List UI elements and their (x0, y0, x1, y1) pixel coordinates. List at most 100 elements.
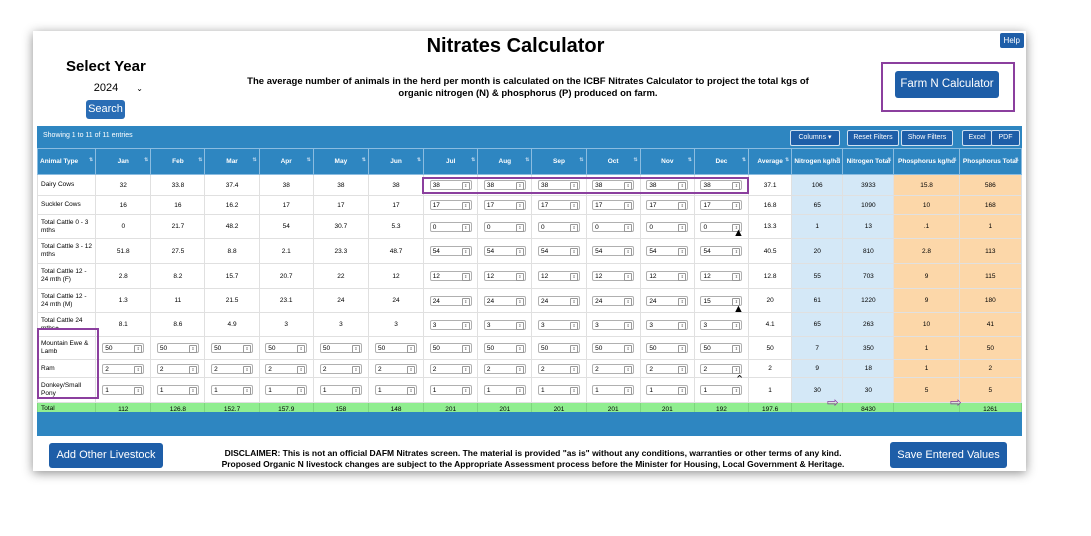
month-input[interactable]: 17 ⇕ (483, 200, 526, 210)
column-header[interactable]: Jun ⇅ (367, 148, 425, 175)
month-input[interactable]: 12 ⇕ (429, 271, 472, 281)
spinner-icon[interactable]: ⇕ (243, 345, 252, 353)
month-input[interactable]: 50 ⇕ (646, 343, 689, 353)
spinner-icon[interactable]: ⇕ (570, 202, 578, 210)
month-input[interactable]: 1 ⇕ (102, 385, 145, 395)
month-input[interactable]: 12 ⇕ (538, 271, 580, 281)
column-header[interactable]: Phosphorus kg/hd ⇅ (893, 148, 960, 175)
spinner-icon[interactable]: ⇕ (624, 321, 633, 330)
month-input[interactable]: 17 ⇕ (700, 200, 743, 210)
month-input[interactable]: 2 ⇕ (483, 363, 526, 374)
month-input[interactable]: 50 ⇕ (102, 343, 145, 353)
spinner-icon[interactable]: ⇕ (678, 248, 687, 256)
spinner-icon[interactable]: ⇕ (461, 182, 470, 190)
spinner-icon[interactable]: ⇕ (297, 365, 306, 374)
spinner-icon[interactable]: ⇕ (732, 297, 741, 306)
spinner-icon[interactable]: ⇕ (407, 365, 416, 374)
spinner-icon[interactable]: ⇕ (678, 345, 687, 353)
excel-button[interactable]: Excel (962, 130, 992, 146)
spinner-icon[interactable]: ⇕ (570, 345, 578, 353)
column-header[interactable]: Dec ⇅ (693, 148, 750, 175)
month-input[interactable]: 50 ⇕ (319, 343, 362, 353)
month-input[interactable]: 1 ⇕ (429, 385, 472, 395)
spinner-icon[interactable]: ⇕ (461, 321, 470, 330)
spinner-icon[interactable]: ⇕ (624, 223, 633, 232)
farm-n-calculator-button[interactable]: Farm N Calculator (895, 71, 999, 98)
month-input[interactable]: 38 ⇕ (592, 180, 635, 190)
spinner-icon[interactable]: ⇕ (624, 248, 633, 256)
spinner-icon[interactable]: ⇕ (515, 297, 524, 306)
month-input[interactable]: 50 ⇕ (375, 343, 418, 353)
spinner-icon[interactable]: ⇕ (461, 387, 470, 395)
spinner-icon[interactable]: ⇕ (732, 248, 741, 256)
month-input[interactable]: 2 ⇕ (211, 363, 254, 374)
spinner-icon[interactable]: ⇕ (134, 387, 143, 395)
help-button[interactable]: Help (999, 33, 1024, 48)
month-input[interactable]: 2 ⇕ (102, 363, 145, 374)
spinner-icon[interactable]: ⇕ (570, 387, 578, 395)
column-header[interactable]: Oct ⇅ (585, 148, 641, 175)
month-input[interactable]: 54 ⇕ (538, 246, 580, 256)
column-header[interactable]: Nitrogen kg/hd ⇅ (791, 148, 844, 175)
month-input[interactable]: 38 ⇕ (646, 180, 689, 190)
spinner-icon[interactable]: ⇕ (678, 297, 687, 306)
month-input[interactable]: 12 ⇕ (592, 271, 635, 281)
spinner-icon[interactable]: ⇕ (188, 387, 197, 395)
spinner-icon[interactable]: ⇕ (570, 273, 578, 281)
spinner-icon[interactable]: ⇕ (678, 273, 687, 281)
spinner-icon[interactable]: ⇕ (351, 365, 360, 374)
spinner-icon[interactable]: ⇕ (407, 387, 416, 395)
spinner-icon[interactable]: ⇕ (624, 182, 633, 190)
spinner-icon[interactable]: ⇕ (678, 387, 687, 395)
month-input[interactable]: 3 ⇕ (646, 319, 689, 330)
column-header[interactable]: Mar ⇅ (204, 148, 260, 175)
month-input[interactable]: 24 ⇕ (592, 295, 635, 306)
spinner-icon[interactable]: ⇕ (134, 345, 143, 353)
month-input[interactable]: 38 ⇕ (429, 180, 472, 190)
spinner-icon[interactable]: ⇕ (732, 345, 741, 353)
column-header[interactable]: Jan ⇅ (95, 148, 152, 175)
spinner-icon[interactable]: ⇕ (461, 273, 470, 281)
spinner-icon[interactable]: ⇕ (624, 202, 633, 210)
pdf-button[interactable]: PDF (991, 130, 1020, 146)
month-input[interactable]: 54 ⇕ (700, 246, 743, 256)
spinner-icon[interactable]: ⇕ (678, 182, 687, 190)
spinner-icon[interactable]: ⇕ (297, 345, 306, 353)
month-input[interactable]: 1 ⇕ (375, 385, 418, 395)
spinner-icon[interactable]: ⇕ (243, 365, 252, 374)
spinner-icon[interactable]: ⇕ (515, 202, 524, 210)
spinner-icon[interactable]: ⇕ (188, 345, 197, 353)
month-input[interactable]: 0 ⇕ (592, 221, 635, 232)
columns-button[interactable]: Columns ▾ (790, 130, 840, 146)
spinner-icon[interactable]: ⇕ (515, 321, 524, 330)
month-input[interactable]: 2 ⇕ (265, 363, 308, 374)
spinner-icon[interactable]: ⇕ (515, 365, 524, 374)
month-input[interactable]: 24 ⇕ (483, 295, 526, 306)
month-input[interactable]: 2 ⇕ (646, 363, 689, 374)
month-input[interactable]: 0 ⇕ (429, 221, 472, 232)
month-input[interactable]: 17 ⇕ (646, 200, 689, 210)
month-input[interactable]: 38 ⇕ (538, 180, 580, 190)
month-input[interactable]: 3 ⇕ (483, 319, 526, 330)
column-header[interactable]: May ⇅ (312, 148, 369, 175)
spinner-icon[interactable]: ⇕ (678, 223, 687, 232)
search-button[interactable]: Search (86, 100, 125, 119)
spinner-icon[interactable]: ⇕ (461, 223, 470, 232)
month-input[interactable]: 2 ⇕ (429, 363, 472, 374)
spinner-icon[interactable]: ⇕ (351, 387, 360, 395)
month-input[interactable]: 12 ⇕ (646, 271, 689, 281)
month-input[interactable]: 24 ⇕ (646, 295, 689, 306)
month-input[interactable]: 17 ⇕ (592, 200, 635, 210)
month-input[interactable]: 54 ⇕ (483, 246, 526, 256)
show-filters-button[interactable]: Show Filters (901, 130, 953, 146)
spinner-icon[interactable]: ⇕ (624, 273, 633, 281)
save-entered-values-button[interactable]: Save Entered Values (890, 442, 1007, 468)
spinner-icon[interactable]: ⇕ (515, 223, 524, 232)
spinner-icon[interactable]: ⇕ (624, 387, 633, 395)
month-input[interactable]: 50 ⇕ (429, 343, 472, 353)
month-input[interactable]: 1 ⇕ (646, 385, 689, 395)
spinner-icon[interactable]: ⇕ (570, 223, 578, 232)
month-input[interactable]: 24 ⇕ (538, 295, 580, 306)
month-input[interactable]: 3 ⇕ (592, 319, 635, 330)
spinner-icon[interactable]: ⇕ (570, 297, 578, 306)
